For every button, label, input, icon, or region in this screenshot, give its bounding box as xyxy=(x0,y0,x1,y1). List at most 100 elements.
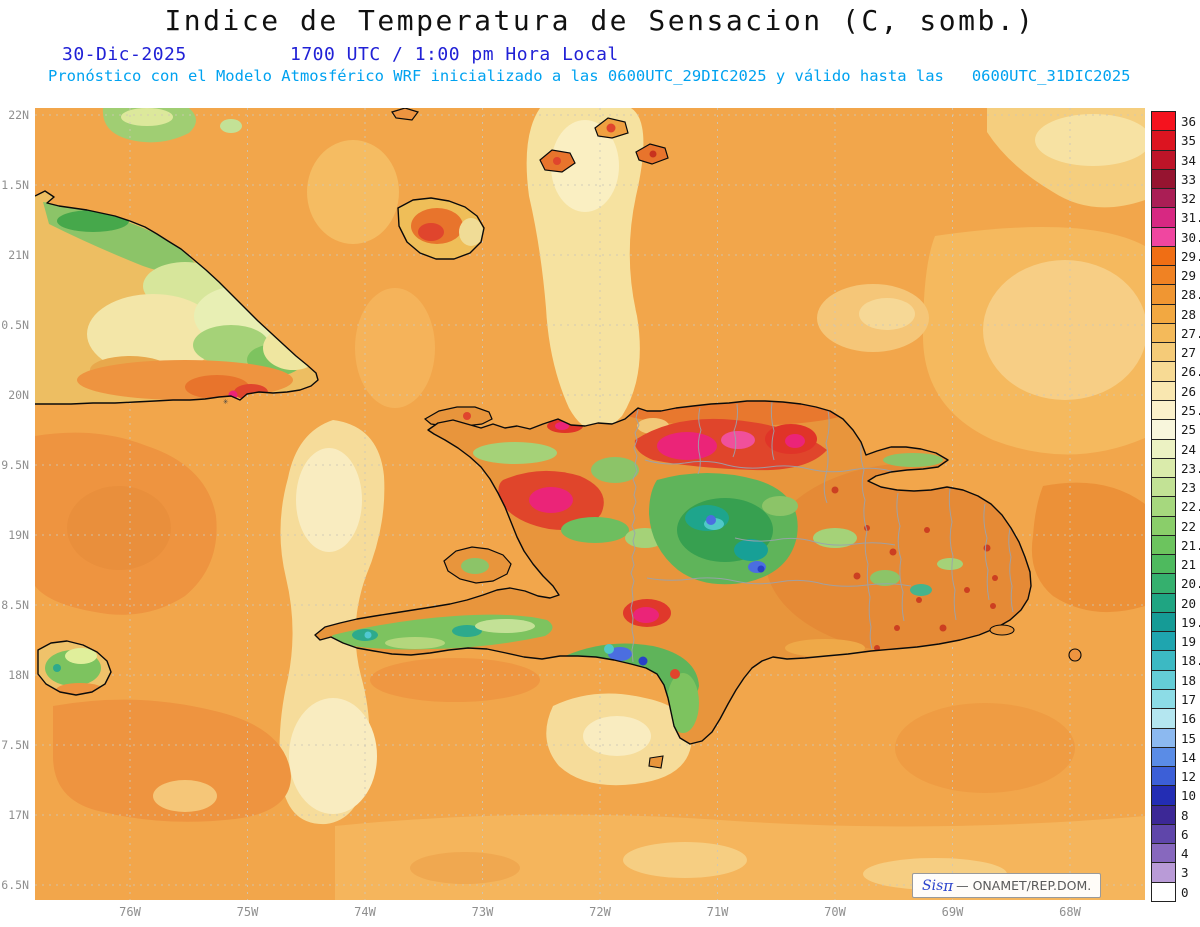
colorbar-value: 27 xyxy=(1181,345,1197,361)
lat-tick-label: 1.5N xyxy=(1,178,29,192)
colorbar-entry: 4 xyxy=(1151,843,1200,864)
colorbar-entry: 29.7 xyxy=(1151,245,1200,267)
colorbar-entry: 18 xyxy=(1151,669,1200,690)
colorbar-entry: 3 xyxy=(1151,862,1200,883)
colorbar-swatch xyxy=(1151,168,1176,190)
lat-tick-label: 9.5N xyxy=(1,458,29,472)
lon-tick-label: 74W xyxy=(354,905,376,919)
lat-tick-label: 21N xyxy=(8,248,29,262)
lat-tick-label: 19N xyxy=(8,528,29,542)
inagua-coastline xyxy=(397,197,485,260)
colorbar-legend: 363534333231.530.729.72928.52827.52726.5… xyxy=(1151,111,1200,902)
colorbar-entry: 15 xyxy=(1151,727,1200,748)
colorbar-value: 32 xyxy=(1181,191,1197,207)
colorbar-swatch xyxy=(1151,515,1176,536)
colorbar-value: 25 xyxy=(1181,422,1197,438)
colorbar-swatch xyxy=(1151,746,1176,768)
lon-tick-label: 73W xyxy=(471,905,494,919)
colorbar-entry: 24 xyxy=(1151,438,1200,459)
colorbar-value: 18.5 xyxy=(1181,653,1200,669)
colorbar-value: 30.7 xyxy=(1181,229,1200,245)
lat-tick-label: 7.5N xyxy=(1,738,29,752)
map-area: ✳ xyxy=(35,108,1145,900)
colorbar-value: 16 xyxy=(1181,711,1197,727)
colorbar-value: 21 xyxy=(1181,557,1197,573)
colorbar-swatch xyxy=(1151,207,1176,228)
grid-lines xyxy=(35,108,1145,900)
colorbar-value: 19.5 xyxy=(1181,614,1200,630)
lat-tick-label: 22N xyxy=(8,108,29,122)
colorbar-swatch xyxy=(1151,534,1176,556)
colorbar-entry: 28.5 xyxy=(1151,284,1200,305)
sispi-logo-text: Sis xyxy=(922,877,944,894)
lat-tick-label: 6.5N xyxy=(1,878,29,892)
colorbar-swatch xyxy=(1151,669,1176,690)
lat-tick-label: 18N xyxy=(8,668,29,682)
colorbar-swatch xyxy=(1151,785,1176,806)
colorbar-entry: 10 xyxy=(1151,785,1200,806)
colorbar-entry: 25.5 xyxy=(1151,399,1200,421)
colorbar-swatch xyxy=(1151,322,1176,344)
colorbar-swatch xyxy=(1151,477,1176,498)
colorbar-value: 21.5 xyxy=(1181,537,1200,553)
colorbar-swatch xyxy=(1151,380,1176,401)
colorbar-entry: 18.5 xyxy=(1151,650,1200,671)
colorbar-value: 17 xyxy=(1181,691,1197,707)
lat-tick-label: 8.5N xyxy=(1,598,29,612)
lon-tick-label: 75W xyxy=(236,905,259,919)
page-title: Indice de Temperatura de Sensacion (C, s… xyxy=(164,4,1036,37)
colorbar-value: 20 xyxy=(1181,595,1197,611)
lon-axis: 76W 75W 74W 73W 72W 71W 70W 69W 68W xyxy=(0,905,1200,925)
colorbar-swatch xyxy=(1151,457,1176,479)
colorbar-swatch xyxy=(1151,611,1176,633)
colorbar-swatch xyxy=(1151,303,1176,324)
cuba-coastline xyxy=(35,190,319,405)
colorbar-swatch xyxy=(1151,843,1176,864)
lat-axis: 22N 1.5N 21N 0.5N 20N 9.5N 19N 8.5N 18N 7.5N 17N 6.… xyxy=(0,0,32,927)
colorbar-entry: 26.5 xyxy=(1151,361,1200,382)
pi-symbol: π xyxy=(943,876,954,895)
colorbar-entry: 33 xyxy=(1151,168,1200,190)
colorbar-swatch xyxy=(1151,265,1176,286)
colorbar-swatch xyxy=(1151,650,1176,671)
colorbar-swatch xyxy=(1151,631,1176,652)
colorbar-value: 22 xyxy=(1181,518,1197,534)
lat-tick-label: 20N xyxy=(8,388,29,402)
colorbar-value: 19 xyxy=(1181,634,1197,650)
colorbar-entry: 21.5 xyxy=(1151,534,1200,556)
colorbar-value: 3 xyxy=(1181,865,1189,881)
watermark-credit: — ONAMET/REP.DOM. xyxy=(956,878,1092,893)
colorbar-value: 22.5 xyxy=(1181,499,1200,515)
jamaica-coastline xyxy=(37,640,112,696)
colorbar-swatch xyxy=(1151,708,1176,729)
colorbar-value: 23 xyxy=(1181,480,1197,496)
lon-tick-label: 76W xyxy=(119,905,141,919)
colorbar-swatch xyxy=(1151,130,1176,151)
colorbar-value: 34 xyxy=(1181,152,1197,168)
small-islands xyxy=(648,624,1082,769)
colorbar-value: 27.5 xyxy=(1181,325,1200,341)
local-time-label: 1700 UTC / 1:00 pm Hora Local xyxy=(290,44,619,65)
colorbar-swatch xyxy=(1151,188,1176,209)
colorbar-entry: 8 xyxy=(1151,804,1200,825)
colorbar-swatch xyxy=(1151,149,1176,170)
lon-tick-label: 71W xyxy=(706,905,729,919)
colorbar-value: 0 xyxy=(1181,884,1189,900)
colorbar-entry: 0 xyxy=(1151,881,1200,902)
colorbar-value: 23.5 xyxy=(1181,460,1200,476)
colorbar-value: 33 xyxy=(1181,171,1197,187)
colorbar-value: 28 xyxy=(1181,306,1197,322)
colorbar-value: 25.5 xyxy=(1181,402,1200,418)
colorbar-swatch xyxy=(1151,862,1176,883)
colorbar-entry: 20.5 xyxy=(1151,573,1200,594)
colorbar-entry: 12 xyxy=(1151,766,1200,787)
colorbar-entry: 23 xyxy=(1151,477,1200,498)
colorbar-entry: 32 xyxy=(1151,188,1200,209)
colorbar-swatch xyxy=(1151,727,1176,748)
colorbar-value: 29 xyxy=(1181,268,1197,284)
colorbar-entry: 20 xyxy=(1151,592,1200,613)
colorbar-swatch xyxy=(1151,342,1176,363)
hispaniola-coastline xyxy=(314,400,1032,745)
lon-tick-label: 70W xyxy=(824,905,846,919)
colorbar-entry: 34 xyxy=(1151,149,1200,170)
